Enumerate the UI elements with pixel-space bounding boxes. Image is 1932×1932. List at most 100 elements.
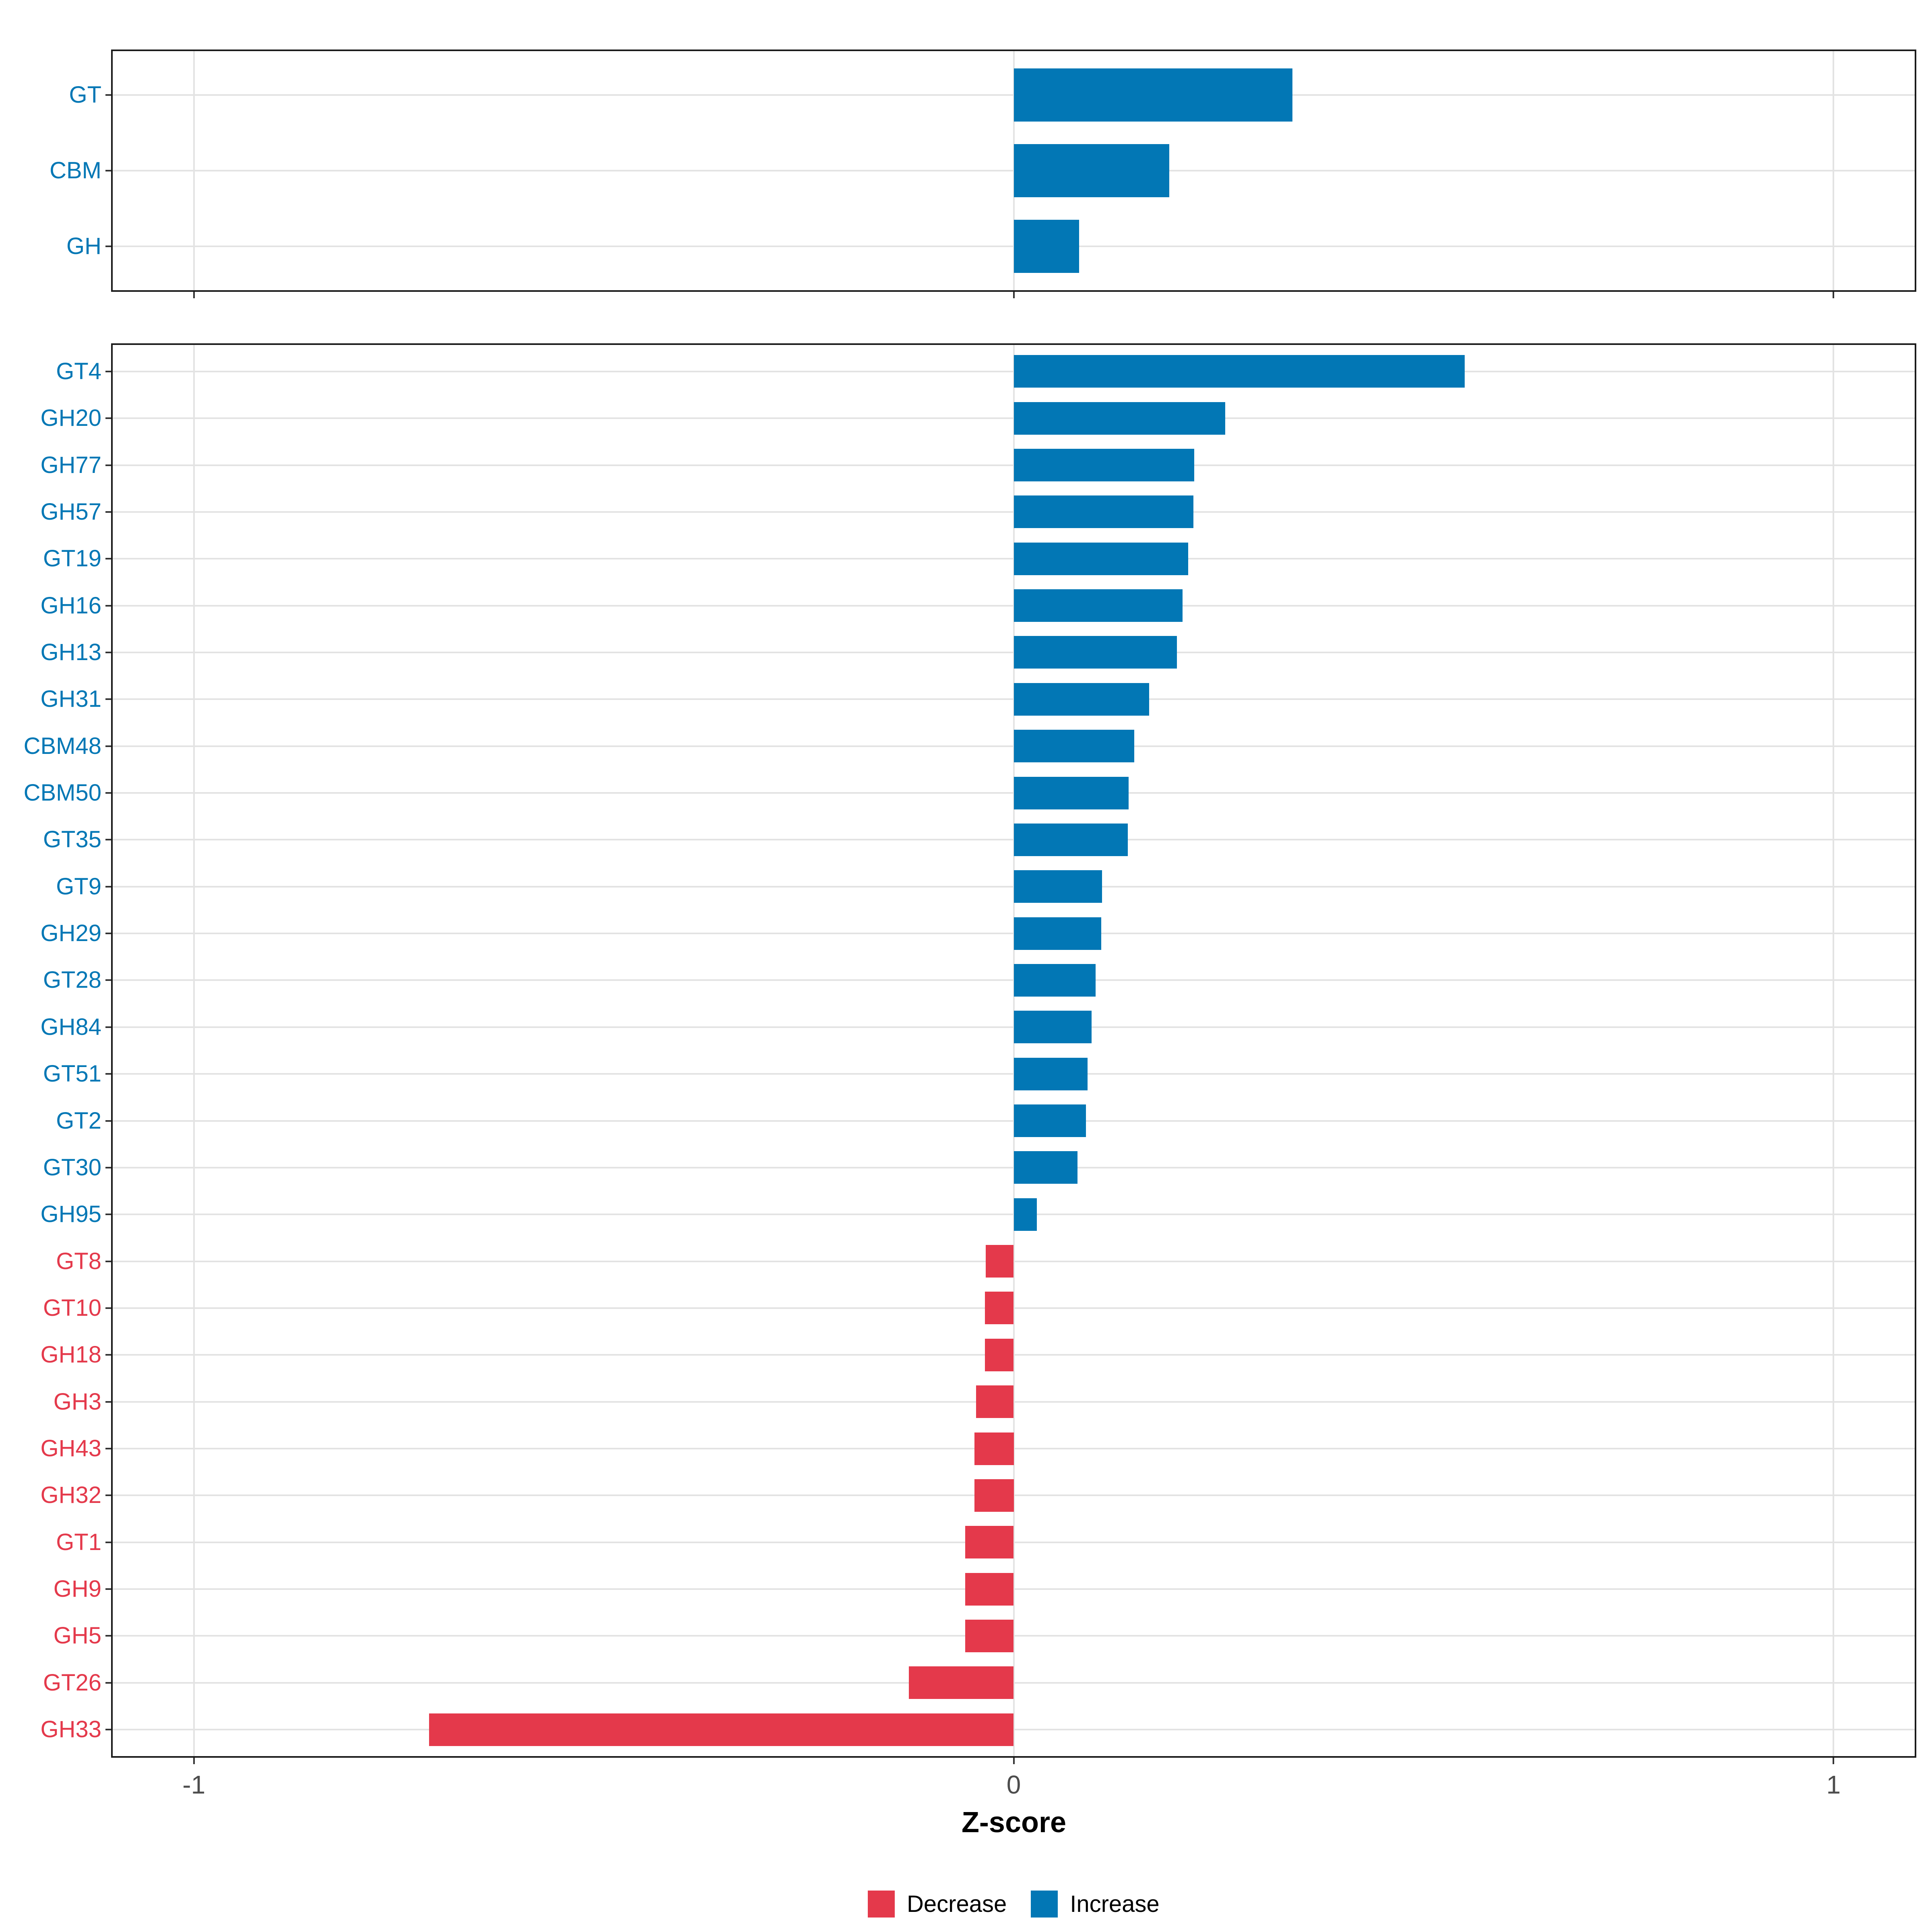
bar	[1013, 964, 1096, 997]
legend-item-increase: Increase	[1031, 1891, 1160, 1918]
axis-title: Z-score	[961, 1806, 1067, 1839]
y-tick	[105, 1073, 111, 1075]
y-tick	[105, 1401, 111, 1403]
category-label: GH3	[53, 1388, 101, 1415]
category-label: GT9	[56, 873, 101, 900]
y-tick	[105, 246, 111, 248]
category-label: GT35	[43, 826, 101, 853]
bar	[1013, 449, 1194, 482]
y-tick	[105, 839, 111, 841]
category-label: GH57	[40, 498, 101, 525]
legend: Decrease Increase	[868, 1891, 1160, 1918]
category-label: GH18	[40, 1342, 101, 1368]
bar	[1013, 402, 1225, 435]
gridline-h	[113, 1588, 1915, 1590]
legend-swatch-increase	[1031, 1891, 1058, 1918]
y-tick	[105, 1354, 111, 1356]
category-label: GT4	[56, 358, 101, 384]
category-label: GH43	[40, 1435, 101, 1462]
x-tick-label: -1	[182, 1770, 206, 1799]
bar	[1013, 917, 1102, 950]
y-tick	[105, 511, 111, 513]
bar	[1013, 589, 1183, 622]
bar	[1013, 683, 1149, 716]
bar	[1013, 495, 1193, 528]
bar	[1013, 1151, 1078, 1184]
bar	[986, 1245, 1014, 1278]
category-label: GT	[69, 81, 101, 108]
category-label: GH9	[53, 1576, 101, 1602]
category-label: GT51	[43, 1061, 101, 1087]
y-tick	[105, 1635, 111, 1637]
bar	[985, 1338, 1014, 1371]
x-tick	[193, 292, 195, 298]
category-label: GT8	[56, 1248, 101, 1274]
bar	[1013, 220, 1080, 273]
category-label: GH16	[40, 592, 101, 619]
gridline-v	[1833, 345, 1835, 1756]
category-label: CBM50	[23, 780, 101, 806]
category-label: GH77	[40, 452, 101, 478]
y-tick	[105, 417, 111, 419]
x-tick	[1013, 1758, 1015, 1764]
category-label: GH29	[40, 920, 101, 947]
facet-bottom-panel	[111, 343, 1916, 1758]
bar	[908, 1666, 1014, 1699]
legend-label-decrease: Decrease	[907, 1891, 1007, 1917]
bar	[1013, 355, 1465, 388]
y-tick	[105, 1588, 111, 1590]
bar	[1013, 730, 1134, 763]
y-tick	[105, 370, 111, 372]
y-tick	[105, 1448, 111, 1450]
y-tick	[105, 933, 111, 935]
x-tick-label: 1	[1826, 1770, 1841, 1799]
category-label: GT19	[43, 545, 101, 572]
y-tick	[105, 1026, 111, 1028]
bar	[1013, 1104, 1086, 1137]
category-label: GH32	[40, 1482, 101, 1509]
gridline-v	[1013, 345, 1015, 1756]
category-label: GT2	[56, 1107, 101, 1134]
legend-label-increase: Increase	[1070, 1891, 1160, 1917]
facet-top-panel	[111, 50, 1916, 292]
y-tick	[105, 1166, 111, 1168]
y-tick	[105, 1682, 111, 1684]
category-label: GT26	[43, 1669, 101, 1696]
bar	[985, 1292, 1014, 1325]
bar	[1013, 636, 1177, 669]
category-label: GT1	[56, 1529, 101, 1555]
x-tick-label: 0	[1006, 1770, 1021, 1799]
x-tick	[193, 1758, 195, 1764]
bar	[1013, 823, 1128, 856]
category-label: GT28	[43, 967, 101, 993]
category-label: GT10	[43, 1294, 101, 1321]
y-tick	[105, 1307, 111, 1309]
x-tick	[1013, 292, 1015, 298]
y-tick	[105, 1260, 111, 1262]
bar	[1013, 1057, 1088, 1090]
y-tick	[105, 979, 111, 981]
gridline-h	[113, 1448, 1915, 1450]
gridline-h	[113, 1401, 1915, 1403]
gridline-h	[113, 1729, 1915, 1731]
y-tick	[105, 1541, 111, 1543]
gridline-h	[113, 1307, 1915, 1309]
y-tick	[105, 605, 111, 607]
bar	[1013, 68, 1292, 122]
category-label: GT30	[43, 1154, 101, 1181]
y-tick	[105, 698, 111, 700]
y-tick	[105, 651, 111, 653]
y-tick	[105, 94, 111, 96]
bar	[1013, 144, 1170, 197]
gridline-h	[113, 1260, 1915, 1262]
bar	[974, 1479, 1014, 1512]
y-tick	[105, 886, 111, 888]
bar	[976, 1385, 1014, 1418]
bar	[965, 1619, 1014, 1652]
category-label: CBM	[50, 157, 101, 184]
y-tick	[105, 464, 111, 466]
bar	[429, 1713, 1014, 1746]
y-tick	[105, 1120, 111, 1122]
bar	[1013, 1011, 1092, 1044]
